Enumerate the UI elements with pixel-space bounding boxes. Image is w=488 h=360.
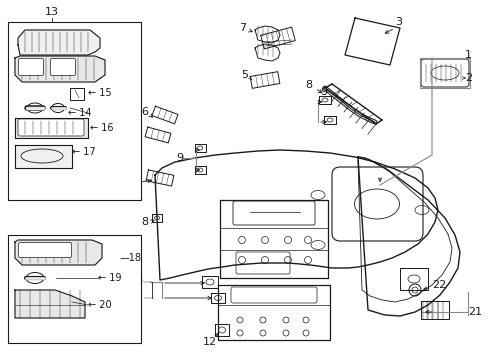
FancyBboxPatch shape — [18, 119, 84, 136]
Text: 4: 4 — [131, 180, 138, 190]
Text: 10: 10 — [130, 277, 143, 287]
Polygon shape — [15, 145, 72, 168]
Text: —18: —18 — [120, 253, 142, 263]
Text: 12: 12 — [203, 337, 217, 347]
FancyBboxPatch shape — [19, 243, 71, 257]
Text: 1: 1 — [464, 50, 471, 60]
Bar — [8, 235, 141, 343]
Text: 5: 5 — [241, 70, 247, 80]
Text: 9: 9 — [176, 153, 183, 163]
Polygon shape — [15, 240, 102, 265]
Text: 8: 8 — [141, 217, 148, 227]
FancyBboxPatch shape — [50, 59, 75, 76]
Text: 13: 13 — [45, 7, 59, 17]
Text: 8: 8 — [304, 80, 311, 90]
Text: 7: 7 — [238, 23, 245, 33]
Text: ← 19: ← 19 — [98, 273, 121, 283]
Text: ← 14: ← 14 — [68, 108, 91, 118]
Text: 22: 22 — [431, 280, 446, 290]
Text: ← 17: ← 17 — [72, 147, 96, 157]
Text: ← 15: ← 15 — [88, 88, 111, 98]
Polygon shape — [15, 290, 85, 318]
Text: ← 16: ← 16 — [90, 123, 113, 133]
Polygon shape — [18, 30, 100, 55]
Text: 2: 2 — [464, 73, 471, 83]
Polygon shape — [15, 56, 105, 82]
Text: 6: 6 — [141, 107, 148, 117]
FancyBboxPatch shape — [19, 59, 43, 76]
Polygon shape — [15, 118, 88, 138]
Text: 21: 21 — [467, 307, 481, 317]
Bar — [8, 22, 141, 200]
Text: 11: 11 — [130, 293, 143, 303]
Text: ← 20: ← 20 — [88, 300, 111, 310]
Text: 9: 9 — [319, 87, 326, 97]
Text: 3: 3 — [394, 17, 401, 27]
